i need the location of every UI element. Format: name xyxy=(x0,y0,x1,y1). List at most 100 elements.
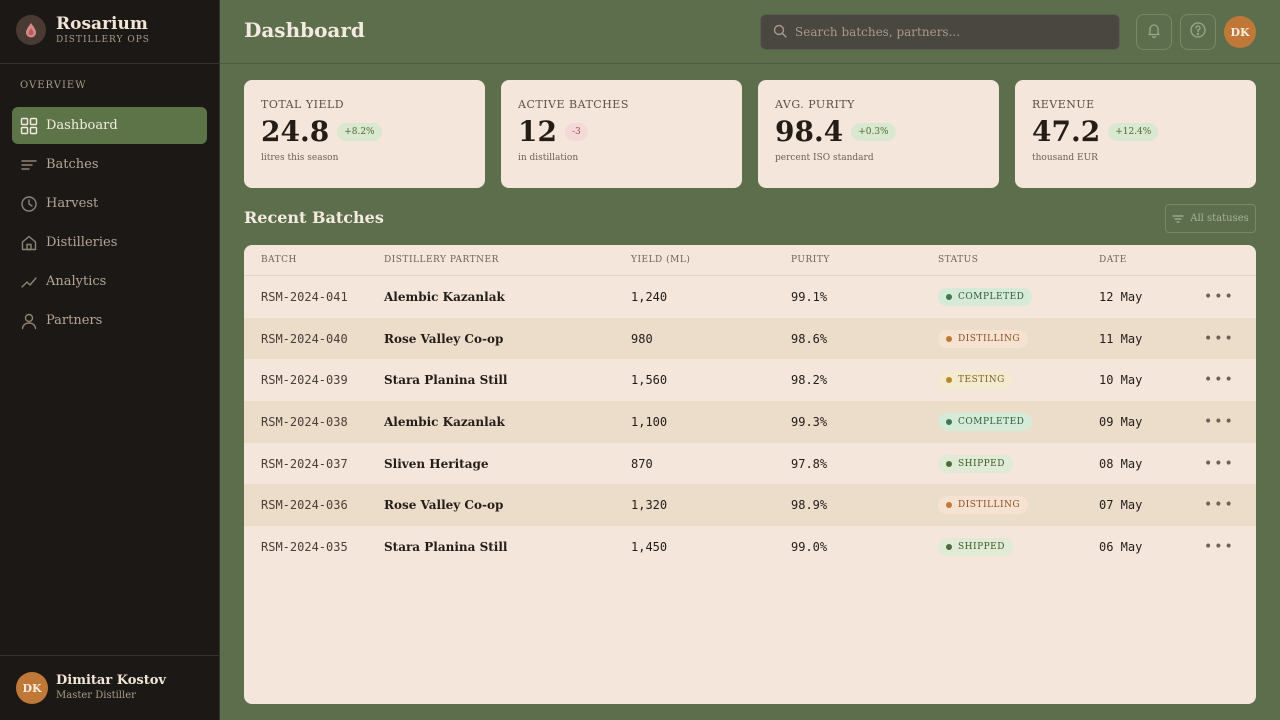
date-value: 09 May xyxy=(1099,414,1143,429)
table-header: Batch Distillery Partner Yield (mL) Puri… xyxy=(244,245,1256,276)
user-profile[interactable]: DK Dimitar Kostov Master Distiller xyxy=(16,672,166,704)
section-title: Recent Batches xyxy=(244,208,384,227)
stat-card-revenue: Revenue 47.2 +12.4% thousand EUR xyxy=(1015,80,1256,188)
batch-id[interactable]: RSM-2024-039 xyxy=(261,373,348,388)
column-header-partner[interactable]: Distillery Partner xyxy=(384,255,499,265)
status-cell: Distilling xyxy=(938,496,1029,515)
status-filter-button[interactable]: All statuses xyxy=(1165,204,1256,233)
partner-name: Alembic Kazanlak xyxy=(384,289,505,304)
table-row[interactable]: RSM-2024-041 Alembic Kazanlak 1,240 99.1% Co… xyxy=(244,276,1256,318)
stat-value: 12 xyxy=(518,115,557,148)
table-row[interactable]: RSM-2024-040 Rose Valley Co-op 980 98.6% Dis… xyxy=(244,317,1256,360)
sidebar: Rosarium Distillery Ops Overview Dashboa… xyxy=(0,0,220,720)
column-header-yield[interactable]: Yield (mL) xyxy=(631,255,691,265)
yield-value: 1,100 xyxy=(631,414,668,429)
status-badge: Shipped xyxy=(938,537,1013,556)
sidebar-item-label: Analytics xyxy=(46,274,107,289)
stat-change-badge: +12.4% xyxy=(1108,123,1159,141)
status-label: Shipped xyxy=(958,541,1005,552)
yield-value: 980 xyxy=(631,331,653,346)
more-actions-icon[interactable]: ••• xyxy=(1204,455,1235,472)
batches-table: Batch Distillery Partner Yield (mL) Puri… xyxy=(244,245,1256,704)
sidebar-item-dashboard[interactable]: Dashboard xyxy=(12,107,207,144)
status-cell: Shipped xyxy=(938,537,1013,556)
table-row[interactable]: RSM-2024-039 Stara Planina Still 1,560 98.2… xyxy=(244,359,1256,401)
batch-id[interactable]: RSM-2024-036 xyxy=(261,498,348,513)
batch-id[interactable]: RSM-2024-035 xyxy=(261,539,348,554)
partner-name: Sliven Heritage xyxy=(384,456,489,471)
top-header: Dashboard DK xyxy=(220,0,1280,64)
status-badge: Distilling xyxy=(938,496,1029,515)
stat-change-badge: -3 xyxy=(564,123,588,141)
status-label: Distilling xyxy=(958,333,1021,344)
status-cell: Completed xyxy=(938,412,1033,431)
status-badge: Testing xyxy=(938,371,1013,390)
table-row[interactable]: RSM-2024-036 Rose Valley Co-op 1,320 98.9% D… xyxy=(244,484,1256,527)
yield-value: 1,560 xyxy=(631,373,668,388)
notifications-button[interactable] xyxy=(1136,14,1172,50)
partner-name: Alembic Kazanlak xyxy=(384,414,505,429)
partner-name: Rose Valley Co-op xyxy=(384,331,504,346)
column-header-purity[interactable]: Purity xyxy=(791,255,830,265)
person-icon xyxy=(20,312,38,330)
sidebar-item-label: Dashboard xyxy=(46,118,118,133)
house-icon xyxy=(20,234,38,252)
more-actions-icon[interactable]: ••• xyxy=(1204,372,1235,389)
table-row[interactable]: RSM-2024-035 Stara Planina Still 1,450 99.0… xyxy=(244,526,1256,568)
partner-name: Stara Planina Still xyxy=(384,539,508,554)
column-header-status[interactable]: Status xyxy=(938,255,979,265)
more-actions-icon[interactable]: ••• xyxy=(1204,413,1235,430)
filter-icon xyxy=(1172,213,1184,225)
help-button[interactable] xyxy=(1180,14,1216,50)
stat-value: 47.2 xyxy=(1032,115,1101,148)
more-actions-icon[interactable]: ••• xyxy=(1204,330,1235,347)
status-dot-icon xyxy=(946,502,952,509)
question-icon xyxy=(1189,21,1207,43)
more-actions-icon[interactable]: ••• xyxy=(1204,538,1235,555)
partner-name: Rose Valley Co-op xyxy=(384,498,504,513)
batch-id[interactable]: RSM-2024-038 xyxy=(261,414,348,429)
date-value: 06 May xyxy=(1099,539,1143,554)
status-label: Testing xyxy=(958,375,1005,386)
sidebar-item-distilleries[interactable]: Distilleries xyxy=(12,224,207,261)
sidebar-item-partners[interactable]: Partners xyxy=(12,302,207,339)
stat-caption: in distillation xyxy=(518,153,579,163)
sidebar-item-harvest[interactable]: Harvest xyxy=(12,185,207,222)
trend-icon xyxy=(20,273,38,291)
stat-caption: percent ISO standard xyxy=(775,153,874,163)
sidebar-item-label: Harvest xyxy=(46,196,99,211)
column-header-date[interactable]: Date xyxy=(1099,255,1127,265)
batch-id[interactable]: RSM-2024-037 xyxy=(261,456,348,471)
more-actions-icon[interactable]: ••• xyxy=(1204,288,1235,305)
more-actions-icon[interactable]: ••• xyxy=(1204,497,1235,514)
status-badge: Shipped xyxy=(938,454,1013,473)
status-badge: Distilling xyxy=(938,329,1029,348)
search-input[interactable] xyxy=(795,25,1095,39)
search-bar[interactable] xyxy=(760,14,1120,50)
brand[interactable]: Rosarium Distillery Ops xyxy=(16,14,150,46)
lines-icon xyxy=(20,156,38,174)
date-value: 11 May xyxy=(1099,331,1143,346)
avatar: DK xyxy=(16,672,48,704)
status-dot-icon xyxy=(946,460,952,467)
date-value: 08 May xyxy=(1099,456,1143,471)
sidebar-item-batches[interactable]: Batches xyxy=(12,146,207,183)
yield-value: 870 xyxy=(631,456,653,471)
partner-name: Stara Planina Still xyxy=(384,373,508,388)
yield-value: 1,450 xyxy=(631,539,668,554)
date-value: 12 May xyxy=(1099,289,1143,304)
table-body: RSM-2024-041 Alembic Kazanlak 1,240 99.1% Co… xyxy=(244,276,1256,568)
clock-icon xyxy=(20,195,38,213)
status-cell: Testing xyxy=(938,371,1013,390)
table-row[interactable]: RSM-2024-037 Sliven Heritage 870 97.8% Shipp… xyxy=(244,443,1256,485)
batch-id[interactable]: RSM-2024-040 xyxy=(261,331,348,346)
header-avatar[interactable]: DK xyxy=(1224,16,1256,48)
sidebar-item-analytics[interactable]: Analytics xyxy=(12,263,207,300)
stat-label: Total Yield xyxy=(261,98,345,111)
table-row[interactable]: RSM-2024-038 Alembic Kazanlak 1,100 99.3% Co… xyxy=(244,401,1256,443)
batch-id[interactable]: RSM-2024-041 xyxy=(261,289,348,304)
status-label: Distilling xyxy=(958,500,1021,511)
column-header-batch[interactable]: Batch xyxy=(261,255,297,265)
stat-card-total-yield: Total Yield 24.8 +8.2% litres this seaso… xyxy=(244,80,485,188)
stat-caption: litres this season xyxy=(261,153,339,163)
